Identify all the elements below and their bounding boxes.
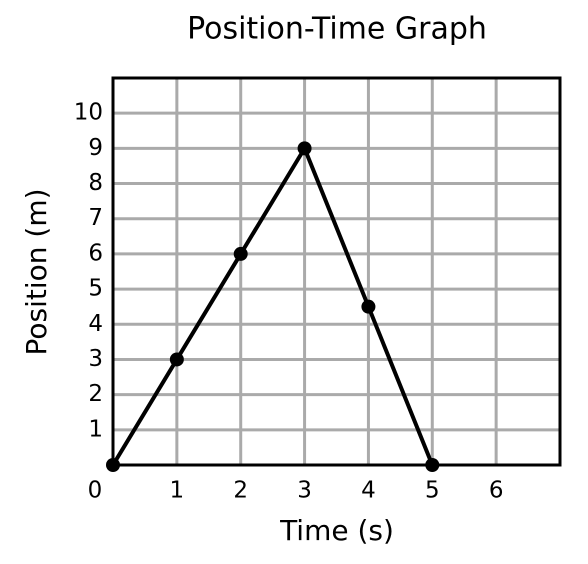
x-tick-label: 4 [361,478,376,504]
y-tick-label: 3 [88,346,103,372]
plot-frame [111,76,562,467]
x-tick-label: 0 [88,478,103,504]
x-axis-label: Time (s) [279,514,394,547]
y-tick-label: 6 [88,240,103,266]
x-tick-label: 5 [425,478,440,504]
y-tick-label: 1 [88,416,103,442]
x-tick-label: 2 [233,478,248,504]
x-tick-label: 3 [297,478,312,504]
x-tick-label: 1 [170,478,185,504]
x-tick-label: 6 [489,478,504,504]
chart-title: Position-Time Graph [187,12,487,47]
data-point [106,458,120,472]
data-point [169,352,184,367]
y-tick-label: 9 [88,135,103,161]
y-tick-label: 5 [88,276,103,302]
y-tick-label: 2 [88,381,103,407]
y-tick-label: 10 [74,100,103,126]
data-point [297,141,312,156]
data-point [233,246,248,261]
y-tick-label: 8 [88,170,103,196]
y-tick-label: 4 [88,311,103,337]
data-point [361,299,376,314]
data-line [111,146,435,467]
data-point [425,458,440,472]
y-axis-label: Position (m) [20,188,53,355]
y-tick-label: 7 [88,205,103,231]
